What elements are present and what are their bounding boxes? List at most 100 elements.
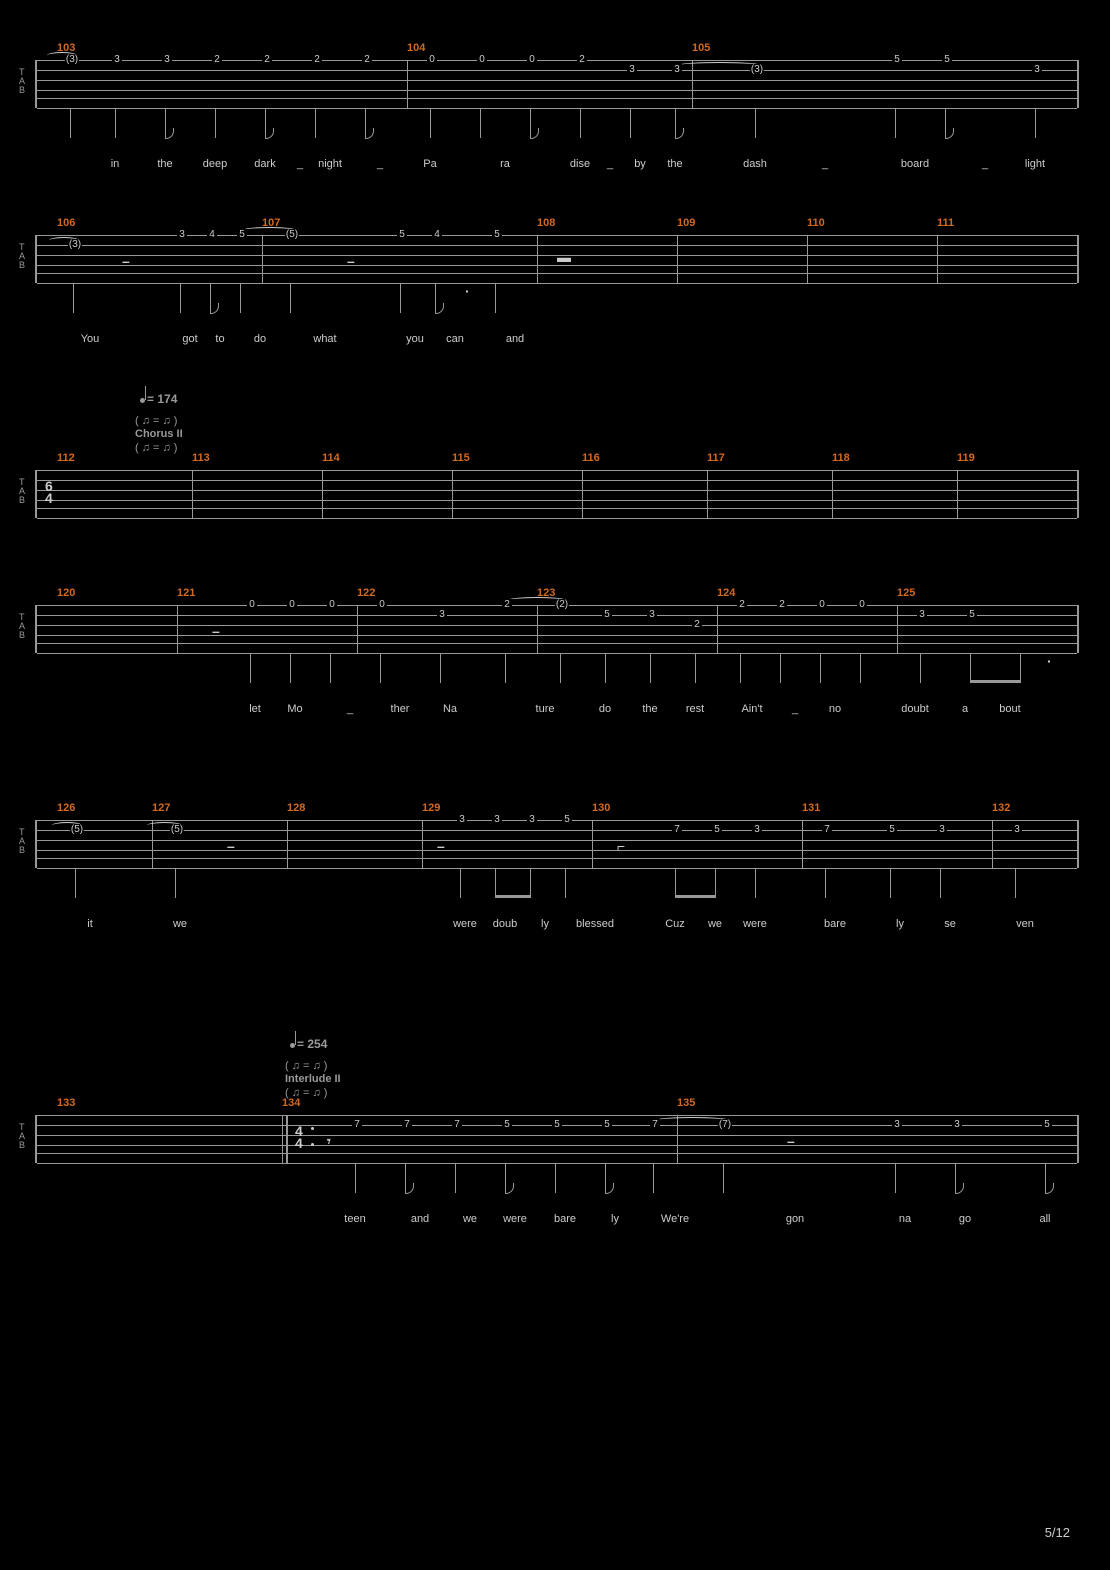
measure-number: 113	[192, 452, 210, 464]
barline	[592, 820, 593, 868]
lyric-syllable: _	[607, 158, 613, 170]
measure-number: 129	[422, 802, 440, 814]
fret-number: 0	[817, 599, 827, 610]
page-number: 5/12	[1045, 1525, 1070, 1540]
lyric-syllable: _	[347, 703, 353, 715]
lyric-syllable: _	[982, 158, 988, 170]
fret-number: 3	[952, 1119, 962, 1130]
measure-number: 124	[717, 587, 735, 599]
lyric-syllable: _	[822, 158, 828, 170]
swing-notation: ( ♫ = ♫ )	[135, 415, 177, 427]
lyric-syllable: it	[87, 918, 93, 930]
fret-number: 0	[377, 599, 387, 610]
fret-number: 3	[527, 814, 537, 825]
barline	[717, 605, 718, 653]
measure-number: 122	[357, 587, 375, 599]
lyric-syllable: rest	[686, 703, 704, 715]
lyric-syllable: bare	[554, 1213, 576, 1225]
fret-number: 3	[112, 54, 122, 65]
barline	[582, 470, 583, 518]
fret-number: (5)	[285, 229, 299, 240]
lyric-syllable: got	[182, 333, 197, 345]
lyric-syllable: ra	[500, 158, 510, 170]
lyric-syllable: _	[297, 158, 303, 170]
fret-number: 5	[237, 229, 247, 240]
fret-number: (3)	[65, 54, 79, 65]
lyric-syllable: the	[667, 158, 682, 170]
barline	[177, 605, 178, 653]
lyric-syllable: in	[111, 158, 120, 170]
fret-number: (3)	[68, 239, 82, 250]
tab-staff: TAB106107108109110111(3)345(5)545––·▬	[35, 235, 1079, 283]
lyric-syllable: ven	[1016, 918, 1034, 930]
fret-number: 0	[427, 54, 437, 65]
lyric-syllable: you	[406, 333, 424, 345]
tab-staff: TAB120121122123124125000032(2)532220035–…	[35, 605, 1079, 653]
lyric-syllable: dash	[743, 158, 767, 170]
fret-number: 0	[247, 599, 257, 610]
measure-number: 118	[832, 452, 850, 464]
lyric-syllable: we	[463, 1213, 477, 1225]
barline	[707, 470, 708, 518]
lyric-syllable: and	[411, 1213, 429, 1225]
measure-number: 105	[692, 42, 710, 54]
lyric-syllable: _	[377, 158, 383, 170]
lyric-syllable: You	[81, 333, 100, 345]
tab-staff: TAB133134135447775557(7)335𝄾–	[35, 1115, 1079, 1163]
fret-number: 7	[672, 824, 682, 835]
fret-number: 3	[917, 609, 927, 620]
lyric-syllable: bare	[824, 918, 846, 930]
lyric-syllable: Mo	[287, 703, 302, 715]
fret-number: 7	[352, 1119, 362, 1130]
measure-number: 130	[592, 802, 610, 814]
lyric-syllable: ly	[541, 918, 549, 930]
measure-number: 110	[807, 217, 825, 229]
tab-clef: TAB	[19, 828, 25, 855]
fret-number: 5	[602, 1119, 612, 1130]
fret-number: 7	[650, 1119, 660, 1130]
double-barline	[282, 1115, 288, 1163]
lyric-syllable: dark	[254, 158, 275, 170]
barline	[287, 820, 288, 868]
barline	[957, 470, 958, 518]
fret-number: 5	[502, 1119, 512, 1130]
fret-number: 3	[437, 609, 447, 620]
fret-number: 5	[1042, 1119, 1052, 1130]
fret-number: (2)	[555, 599, 569, 610]
fret-number: 3	[1012, 824, 1022, 835]
staff-system: TAB120121122123124125000032(2)532220035–…	[35, 605, 1079, 653]
measure-number: 117	[707, 452, 725, 464]
lyric-syllable: ly	[611, 1213, 619, 1225]
barline	[937, 235, 938, 283]
time-signature: 64	[45, 480, 53, 504]
lyric-syllable: light	[1025, 158, 1045, 170]
lyric-syllable: teen	[344, 1213, 365, 1225]
lyric-syllable: all	[1039, 1213, 1050, 1225]
lyric-syllable: doubt	[901, 703, 929, 715]
measure-number: 125	[897, 587, 915, 599]
fret-number: 5	[712, 824, 722, 835]
fret-number: 0	[287, 599, 297, 610]
barline	[832, 470, 833, 518]
fret-number: 2	[262, 54, 272, 65]
tempo-marking: = 174	[140, 392, 177, 406]
lyric-syllable: go	[959, 1213, 971, 1225]
fret-number: 7	[822, 824, 832, 835]
staff-system: = 174( ♫ = ♫ )Chorus II( ♫ = ♫ )TAB11211…	[35, 470, 1079, 518]
rest: –	[122, 253, 130, 269]
lyric-syllable: do	[254, 333, 266, 345]
repeat-dot	[311, 1143, 314, 1146]
lyric-syllable: Pa	[423, 158, 436, 170]
fret-number: 3	[672, 64, 682, 75]
measure-number: 128	[287, 802, 305, 814]
fret-number: 2	[212, 54, 222, 65]
time-signature: 44	[295, 1125, 303, 1149]
lyric-syllable: were	[453, 918, 477, 930]
section-label: Interlude II	[285, 1073, 341, 1085]
lyric-syllable: no	[829, 703, 841, 715]
fret-number: 3	[457, 814, 467, 825]
lyric-syllable: by	[634, 158, 646, 170]
fret-number: 5	[492, 229, 502, 240]
measure-number: 131	[802, 802, 820, 814]
fret-number: 2	[692, 619, 702, 630]
